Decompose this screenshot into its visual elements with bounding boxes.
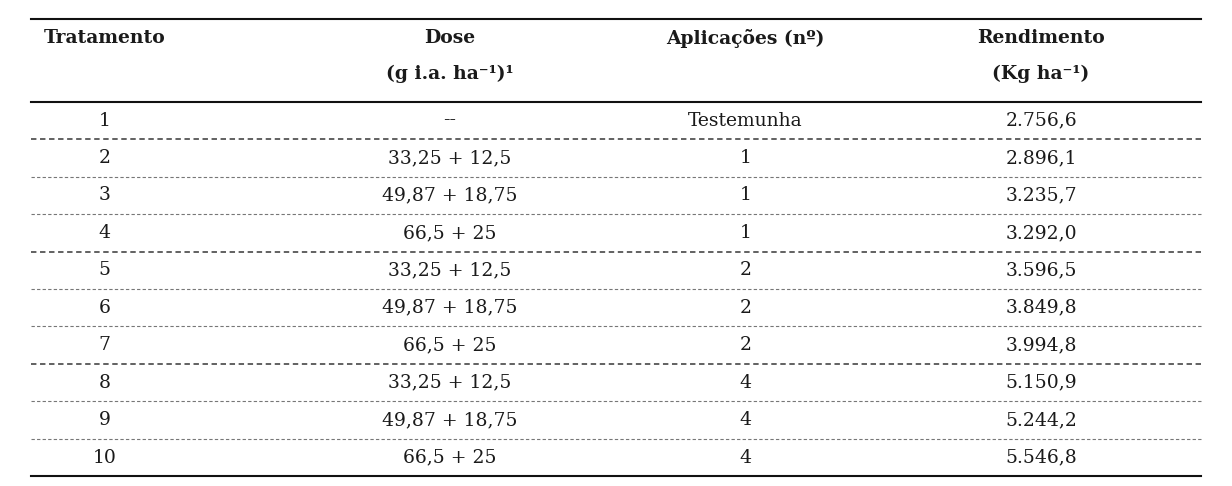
Text: 33,25 + 12,5: 33,25 + 12,5: [388, 374, 511, 392]
Text: 49,87 + 18,75: 49,87 + 18,75: [382, 299, 517, 317]
Text: 1: 1: [99, 112, 111, 130]
Text: 49,87 + 18,75: 49,87 + 18,75: [382, 187, 517, 205]
Text: Dose: Dose: [424, 29, 476, 47]
Text: 3.849,8: 3.849,8: [1005, 299, 1077, 317]
Text: (g i.a. ha⁻¹)¹: (g i.a. ha⁻¹)¹: [386, 65, 514, 83]
Text: 2.756,6: 2.756,6: [1005, 112, 1077, 130]
Text: 3.235,7: 3.235,7: [1005, 187, 1077, 205]
Text: 2: 2: [739, 261, 752, 279]
Text: 5: 5: [99, 261, 111, 279]
Text: 1: 1: [739, 149, 752, 167]
Text: Testemunha: Testemunha: [687, 112, 803, 130]
Text: 4: 4: [739, 374, 752, 392]
Text: 3.292,0: 3.292,0: [1005, 224, 1077, 242]
Text: 2: 2: [99, 149, 111, 167]
Text: 33,25 + 12,5: 33,25 + 12,5: [388, 149, 511, 167]
Text: (Kg ha⁻¹): (Kg ha⁻¹): [993, 65, 1089, 83]
Text: 5.150,9: 5.150,9: [1005, 374, 1077, 392]
Text: --: --: [444, 112, 456, 130]
Text: 3.596,5: 3.596,5: [1005, 261, 1077, 279]
Text: 2.896,1: 2.896,1: [1005, 149, 1077, 167]
Text: 4: 4: [99, 224, 111, 242]
Text: 3.994,8: 3.994,8: [1005, 336, 1077, 354]
Text: 5.244,2: 5.244,2: [1005, 411, 1077, 429]
Text: 8: 8: [99, 374, 111, 392]
Text: Aplicações (nº): Aplicações (nº): [667, 29, 824, 48]
Text: 9: 9: [99, 411, 111, 429]
Text: 5.546,8: 5.546,8: [1005, 449, 1077, 467]
Text: 10: 10: [92, 449, 117, 467]
Text: 6: 6: [99, 299, 111, 317]
Text: 4: 4: [739, 411, 752, 429]
Text: 7: 7: [99, 336, 111, 354]
Text: 1: 1: [739, 187, 752, 205]
Text: 49,87 + 18,75: 49,87 + 18,75: [382, 411, 517, 429]
Text: Tratamento: Tratamento: [44, 29, 165, 47]
Text: 4: 4: [739, 449, 752, 467]
Text: 1: 1: [739, 224, 752, 242]
Text: 3: 3: [99, 187, 111, 205]
Text: 66,5 + 25: 66,5 + 25: [403, 224, 496, 242]
Text: 2: 2: [739, 299, 752, 317]
Text: Rendimento: Rendimento: [977, 29, 1105, 47]
Text: 66,5 + 25: 66,5 + 25: [403, 449, 496, 467]
Text: 2: 2: [739, 336, 752, 354]
Text: 66,5 + 25: 66,5 + 25: [403, 336, 496, 354]
Text: 33,25 + 12,5: 33,25 + 12,5: [388, 261, 511, 279]
